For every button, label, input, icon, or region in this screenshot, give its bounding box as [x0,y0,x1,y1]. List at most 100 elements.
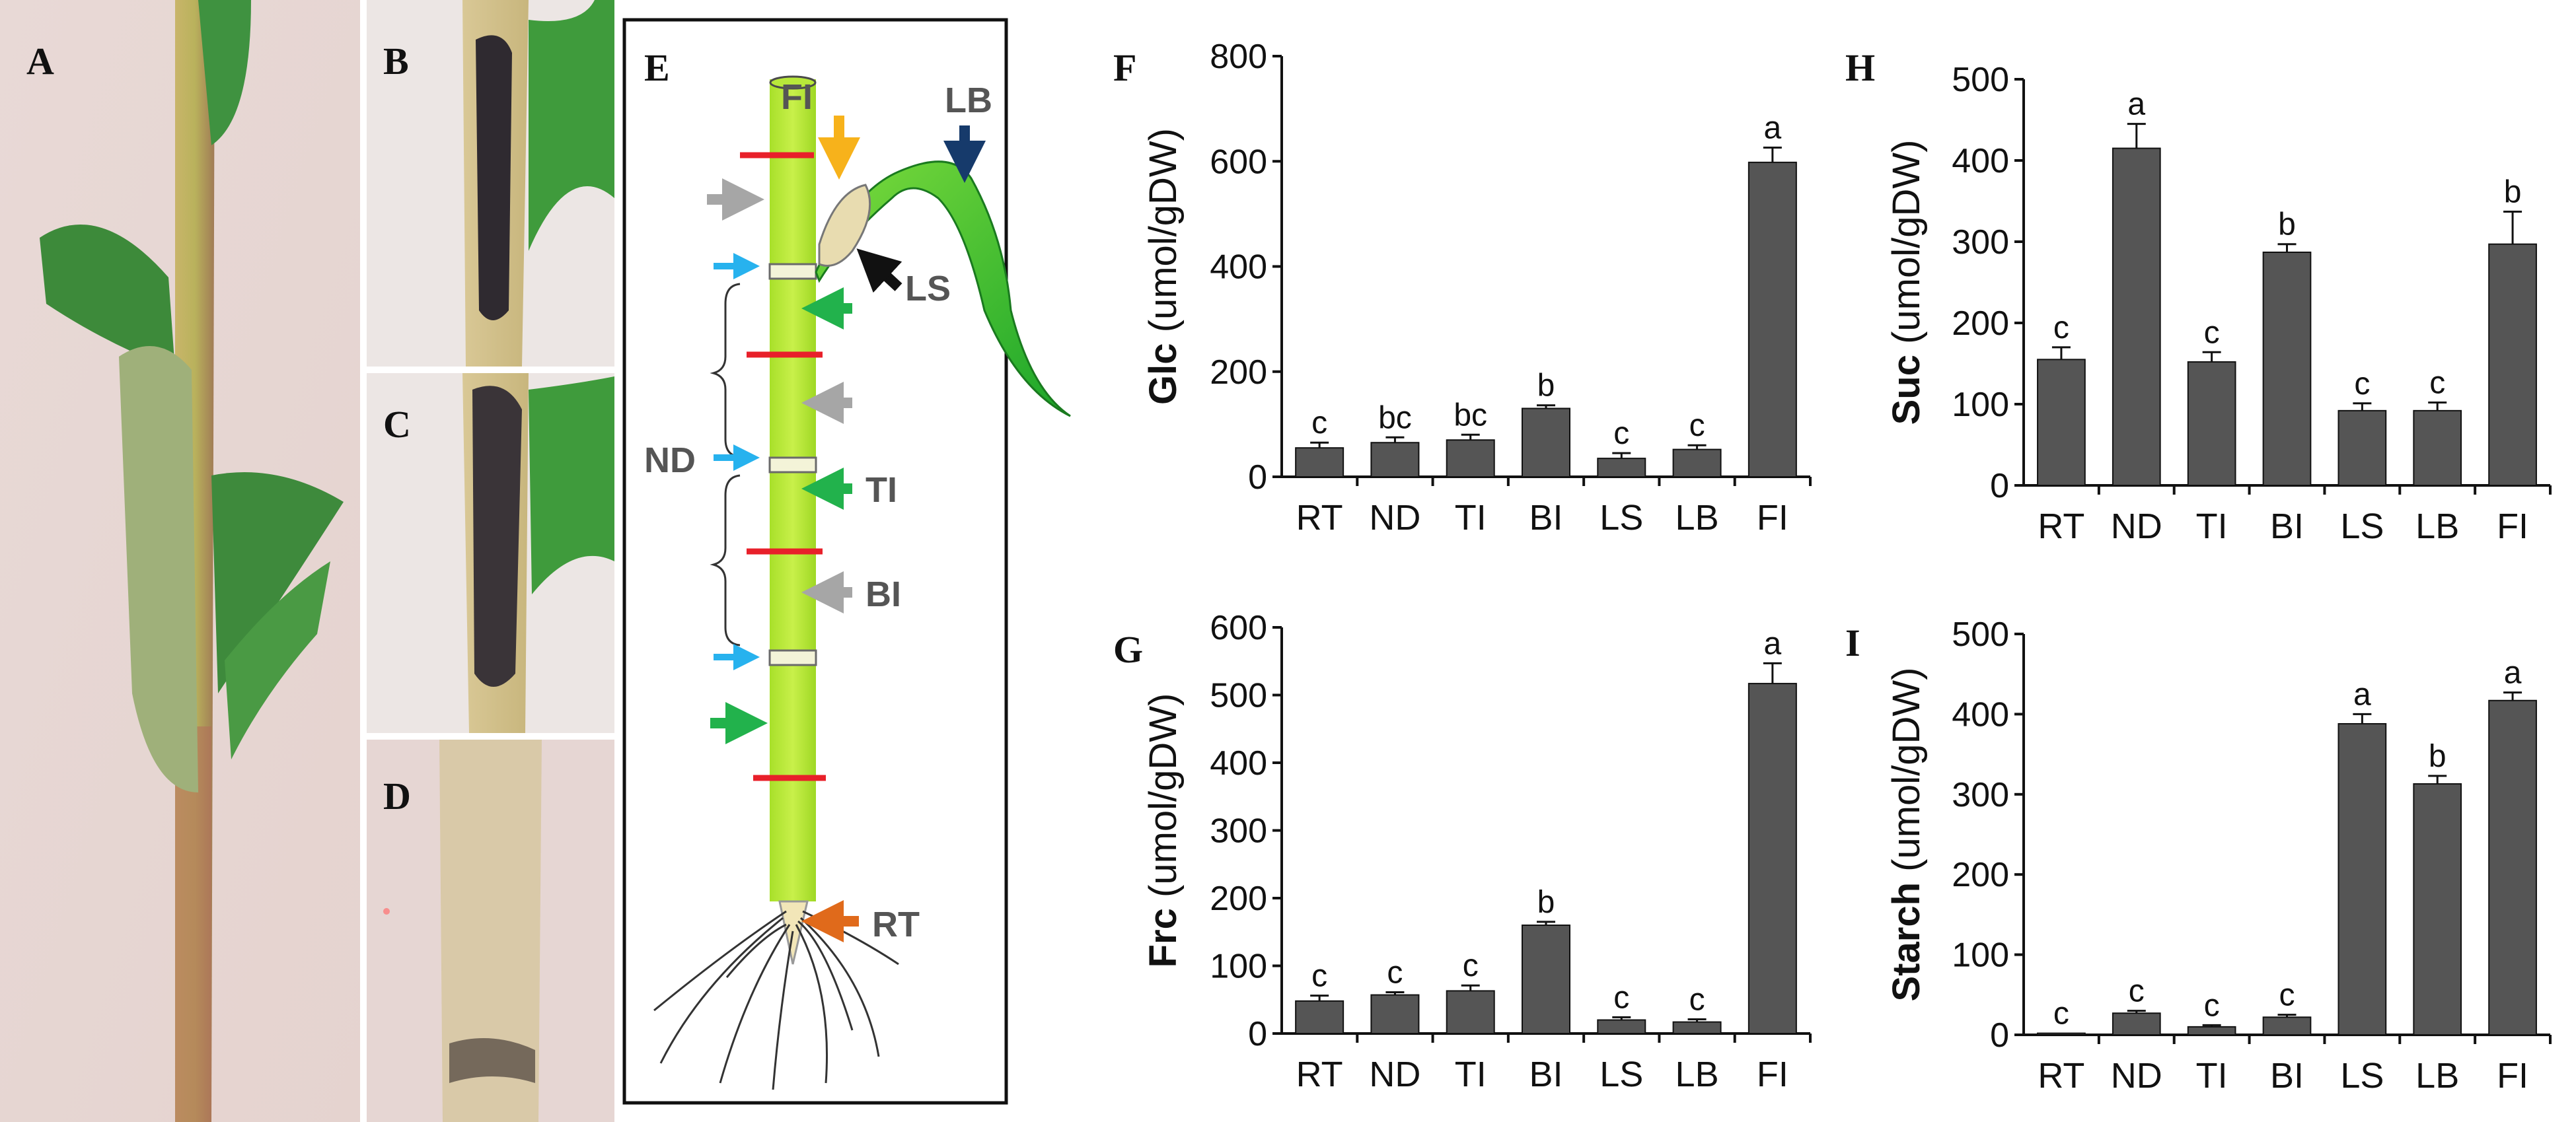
bar-fi [2488,243,2537,486]
significance-label: b [1537,885,1555,920]
x-tick-label: RT [1296,1055,1343,1094]
bar-nd [1370,442,1420,478]
y-tick-label: 200 [1210,353,1267,392]
significance-label: bc [1378,400,1412,435]
label-lb: LB [945,81,992,120]
label-nd: ND [644,440,696,480]
significance-label: a [2353,677,2371,712]
y-tick-label: 200 [1952,856,2009,894]
y-tick-label: 500 [1952,615,2009,654]
panel-label-b: B [383,40,409,83]
x-tick-label: RT [2038,1056,2084,1096]
bar-bi [1522,925,1570,1034]
significance-label: a [2127,87,2145,122]
x-tick-label: BI [2270,1056,2304,1096]
significance-label: c [1311,959,1327,994]
chart-starch: 0 100 200 300 400 500 c RT c ND c TI c BI a LS b LB a FI Sta… [1885,615,2552,1096]
panel-label-g: G [1113,628,1143,671]
y-tick-label: 400 [1210,744,1267,783]
y-axis-label: Suc (umol/gDW) [1885,140,1928,425]
photo-panel-b [367,0,614,367]
significance-label: b [2504,174,2522,209]
leaf-blade [815,160,1071,417]
x-tick-label: ND [2111,507,2162,546]
y-tick-label: 800 [1210,38,1267,76]
chart-suc: 0 100 200 300 400 500 c RT a ND c TI b BI c LS c LB b FI Suc… [1885,61,2552,546]
x-tick-label: LS [2340,507,2384,546]
label-fi: FI [781,77,813,117]
significance-label: c [1689,982,1705,1017]
significance-label: c [2053,997,2069,1032]
significance-label: a [1764,111,1782,146]
bar-ti [2187,361,2236,486]
ls-arrow [856,248,902,293]
y-tick-label: 0 [1248,1015,1267,1053]
panel-label-h: H [1845,46,1875,89]
significance-label: c [1613,416,1629,451]
bar-nd [1370,994,1420,1034]
chart-glc: 0 200 400 600 800 c RT bc ND bc TI b BI c LS c LB a FI Glc … [1142,38,1812,538]
significance-label: c [1311,405,1327,440]
significance-label: c [2204,315,2220,350]
x-tick-label: LS [1600,1055,1643,1094]
x-tick-label: LB [1675,498,1719,538]
x-tick-label: ND [1369,1055,1420,1094]
bar-fi [1748,161,1797,477]
x-tick-label: LB [2415,507,2459,546]
x-tick-label: RT [2038,507,2084,546]
y-tick-label: 600 [1210,143,1267,181]
significance-label: b [2429,739,2447,774]
bar-bi [2262,251,2312,486]
cut-lines [740,152,826,781]
bar-ls [2337,722,2387,1036]
x-tick-label: BI [2270,507,2304,546]
y-tick-label: 500 [1952,61,2009,99]
y-axis-label: Starch (umol/gDW) [1885,668,1928,1002]
bar-ti [1446,990,1495,1035]
y-tick-label: 0 [1990,467,2009,505]
significance-label: c [2354,367,2370,402]
photo-panel-c [367,373,614,733]
significance-label: bc [1454,398,1487,433]
significance-label: c [2129,974,2145,1009]
x-tick-label: FI [2497,507,2528,546]
bar-lb [2413,409,2462,487]
bar-fi [2488,699,2537,1035]
bar-ti [1446,439,1495,478]
bar-bi [1522,407,1570,477]
x-tick-label: TI [1455,498,1487,538]
braces [710,283,741,647]
label-ti: TI [865,470,897,510]
plant-diagram: FI LB LS ND TI BI RT [622,18,1071,1105]
significance-label: c [2053,310,2069,345]
y-axis-label: Frc (umol/gDW) [1142,693,1185,968]
y-tick-label: 0 [1990,1016,2009,1055]
significance-label: c [2429,366,2445,401]
x-tick-label: FI [2497,1056,2528,1096]
x-tick-label: LS [2340,1056,2384,1096]
bar-ls [1597,458,1646,477]
panel-label-i: I [1845,621,1860,664]
significance-label: c [1689,408,1705,443]
y-tick-label: 300 [1952,223,2009,262]
x-tick-label: ND [2111,1056,2162,1096]
bar-lb [2413,783,2462,1035]
y-tick-label: 200 [1210,880,1267,918]
y-tick-label: 400 [1210,248,1267,287]
x-tick-label: FI [1757,498,1788,538]
bar-bi [2262,1016,2312,1035]
chart-frc: 0 100 200 300 400 500 600 c RT c ND c TI b BI c LS c LB a FI… [1142,609,1812,1094]
x-tick-label: RT [1296,498,1343,538]
label-rt: RT [872,905,920,944]
bar-ls [2337,409,2387,487]
photo-panel-d [367,740,614,1122]
photo-panel-a [0,0,360,1122]
y-axis-label: Glc (umol/gDW) [1142,128,1185,405]
diagram-arrows [707,116,986,942]
bar-rt [1295,1000,1344,1035]
significance-label: c [1463,948,1479,983]
y-tick-label: 400 [1952,695,2009,734]
bar-rt [1295,447,1344,477]
significance-label: c [2279,978,2295,1013]
